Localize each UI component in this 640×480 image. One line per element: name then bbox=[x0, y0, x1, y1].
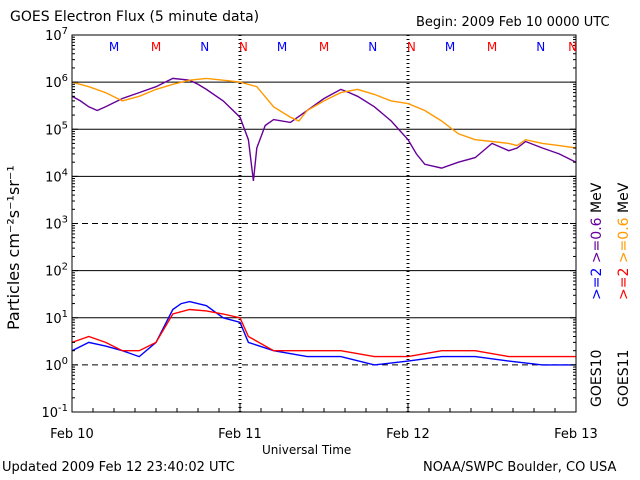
noon-midnight-marker: N bbox=[536, 40, 545, 54]
legend-goes11-energies: >=2 >=0.6 MeV bbox=[616, 182, 632, 300]
x-axis-title: Universal Time bbox=[262, 443, 352, 457]
updated-timestamp: Updated 2009 Feb 12 23:40:02 UTC bbox=[2, 460, 235, 475]
legend-goes10: GOES10 bbox=[589, 349, 605, 407]
noon-midnight-marker: N bbox=[368, 40, 377, 54]
y-tick-label: 105 bbox=[45, 120, 68, 138]
x-tick-label: Feb 12 bbox=[386, 427, 430, 442]
x-tick-label: Feb 13 bbox=[554, 427, 598, 442]
noon-midnight-marker: N bbox=[407, 40, 416, 54]
series-line bbox=[71, 308, 576, 358]
series-line bbox=[71, 300, 576, 366]
noon-midnight-marker: N bbox=[239, 40, 248, 54]
y-axis-title: Particles cm⁻²s⁻¹sr⁻¹ bbox=[4, 165, 23, 330]
noon-midnight-marker: N bbox=[200, 40, 209, 54]
legend-goes10-ge2: >=2 bbox=[589, 267, 605, 300]
x-tick-label: Feb 11 bbox=[218, 427, 262, 442]
chart-title: GOES Electron Flux (5 minute data) bbox=[10, 9, 260, 25]
noon-midnight-marker: M bbox=[445, 40, 455, 54]
legend-goes11-unit: MeV bbox=[616, 182, 632, 213]
noon-midnight-marker: M bbox=[319, 40, 329, 54]
legend-goes10-unit: MeV bbox=[589, 182, 605, 213]
noon-midnight-marker: M bbox=[109, 40, 119, 54]
legend-goes11: GOES11 bbox=[616, 349, 632, 407]
y-tick-label: 104 bbox=[45, 167, 68, 185]
noon-midnight-marker: M bbox=[151, 40, 161, 54]
y-tick-label: 101 bbox=[45, 309, 68, 327]
y-tick-label: 100 bbox=[45, 356, 68, 374]
noon-midnight-marker: M bbox=[277, 40, 287, 54]
legend-goes11-ge2: >=2 bbox=[616, 267, 632, 300]
y-tick-label: 106 bbox=[45, 73, 68, 91]
noon-midnight-marker: M bbox=[487, 40, 497, 54]
series-line bbox=[71, 77, 577, 181]
legend-goes10-energies: >=2 >=0.6 MeV bbox=[589, 182, 605, 300]
begin-time: Begin: 2009 Feb 10 0000 UTC bbox=[416, 15, 610, 30]
y-tick-label: 10-1 bbox=[41, 403, 68, 421]
noon-midnight-marker: N bbox=[568, 40, 577, 54]
y-tick-label: 103 bbox=[45, 215, 68, 233]
legend-goes11-ge06: >=0.6 bbox=[616, 217, 632, 264]
y-tick-label: 102 bbox=[45, 262, 68, 280]
x-tick-label: Feb 10 bbox=[50, 427, 94, 442]
y-tick-label: 107 bbox=[45, 26, 68, 44]
legend-goes10-ge06: >=0.6 bbox=[589, 217, 605, 264]
credit-text: NOAA/SWPC Boulder, CO USA bbox=[423, 460, 617, 475]
series-line bbox=[71, 77, 577, 149]
